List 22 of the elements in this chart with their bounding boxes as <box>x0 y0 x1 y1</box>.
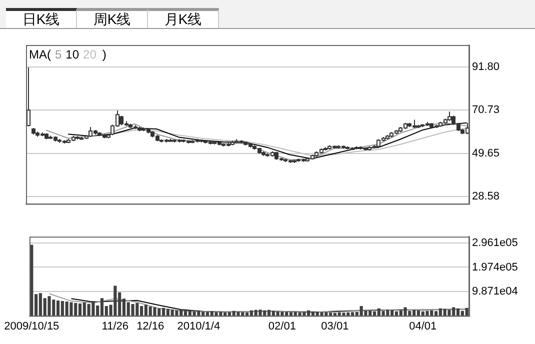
y-tick-label: 1.974e05 <box>472 261 518 274</box>
text: 20 <box>83 47 97 62</box>
annotation: ) <box>102 47 106 62</box>
x-tick-label: 03/01 <box>321 320 349 332</box>
x-tick-label: 11/26 <box>102 320 129 332</box>
x-tick-label: 2009/10/15 <box>4 320 60 332</box>
text: 月K线 <box>148 8 219 28</box>
text: 周K线 <box>77 8 148 28</box>
text: 5 <box>54 47 62 62</box>
x-tick-label: 02/01 <box>268 320 296 332</box>
text: 10 <box>66 47 80 62</box>
y-tick-label: 91.80 <box>472 60 500 73</box>
x-tick-label: 2010/1/4 <box>177 320 220 332</box>
x-tick-label: 04/01 <box>409 320 437 332</box>
y-tick-label: 2.961e05 <box>472 237 518 249</box>
y-tick-label: 9.871e04 <box>472 286 518 298</box>
y-tick-label: 70.73 <box>472 104 500 116</box>
legend-title: MA( <box>29 47 51 62</box>
text: 日K线 <box>6 8 77 28</box>
y-tick-label: 28.58 <box>472 190 500 202</box>
y-tick-label: 49.65 <box>472 147 500 160</box>
x-tick-label: 12/16 <box>136 320 164 332</box>
